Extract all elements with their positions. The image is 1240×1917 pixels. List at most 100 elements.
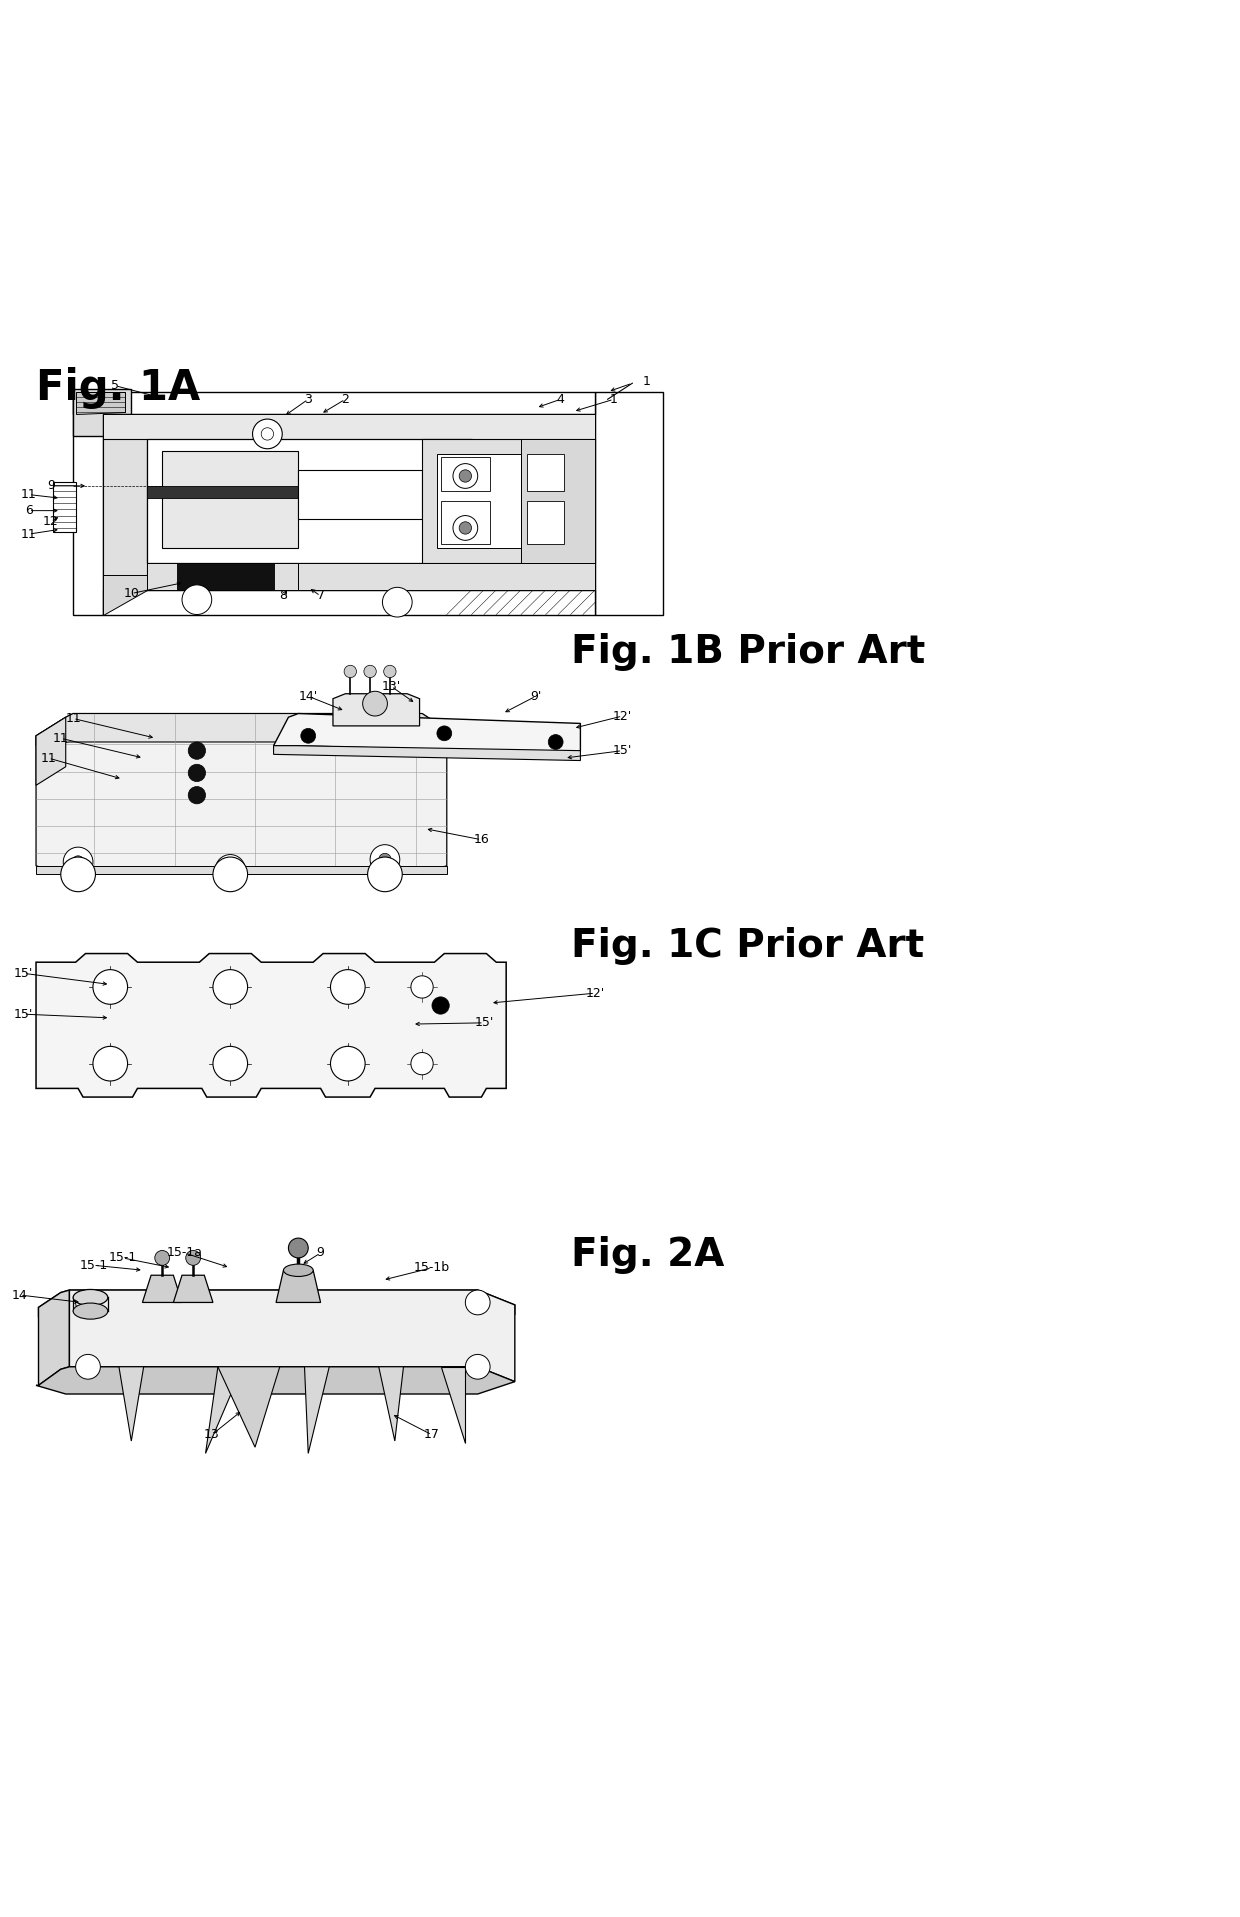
Circle shape — [182, 585, 212, 615]
Text: Fig. 1C Prior Art: Fig. 1C Prior Art — [570, 928, 924, 964]
Circle shape — [289, 1238, 309, 1258]
Circle shape — [216, 855, 246, 884]
Polygon shape — [277, 1271, 321, 1302]
Polygon shape — [206, 1367, 243, 1453]
Text: 15': 15' — [613, 744, 632, 757]
Text: 12': 12' — [613, 709, 632, 723]
Polygon shape — [521, 439, 595, 562]
Text: 15-1: 15-1 — [81, 1259, 108, 1271]
Circle shape — [362, 692, 387, 717]
Circle shape — [453, 464, 477, 489]
Polygon shape — [119, 1367, 144, 1442]
Polygon shape — [36, 866, 446, 874]
Polygon shape — [177, 562, 274, 590]
Polygon shape — [103, 414, 595, 439]
Polygon shape — [73, 391, 103, 615]
Text: 9: 9 — [316, 1246, 325, 1259]
Circle shape — [331, 1047, 365, 1081]
Polygon shape — [36, 717, 66, 786]
Polygon shape — [148, 485, 347, 498]
Circle shape — [213, 970, 248, 1005]
Polygon shape — [378, 1367, 403, 1442]
Text: 11: 11 — [66, 711, 81, 725]
Polygon shape — [436, 454, 521, 548]
Circle shape — [331, 970, 365, 1005]
Circle shape — [63, 847, 93, 876]
Circle shape — [548, 734, 563, 750]
Polygon shape — [103, 414, 595, 590]
Polygon shape — [148, 562, 299, 590]
Polygon shape — [36, 713, 446, 746]
Circle shape — [301, 728, 316, 744]
Text: 12: 12 — [43, 516, 58, 529]
Text: 17: 17 — [424, 1428, 440, 1442]
Text: 2: 2 — [341, 393, 350, 406]
Text: 6: 6 — [25, 504, 32, 518]
Polygon shape — [422, 439, 595, 562]
Circle shape — [76, 1355, 100, 1378]
Circle shape — [72, 855, 84, 868]
Polygon shape — [274, 713, 580, 753]
Polygon shape — [38, 1290, 515, 1317]
Polygon shape — [103, 575, 148, 615]
Polygon shape — [174, 1275, 213, 1302]
Text: Fig. 2A: Fig. 2A — [570, 1236, 724, 1275]
Polygon shape — [69, 1290, 515, 1382]
Circle shape — [188, 765, 206, 782]
Text: 1: 1 — [642, 376, 650, 389]
Ellipse shape — [73, 1304, 108, 1319]
Polygon shape — [440, 1367, 465, 1444]
Text: 11: 11 — [41, 751, 56, 765]
Polygon shape — [274, 746, 580, 761]
Polygon shape — [218, 1367, 280, 1447]
Polygon shape — [103, 439, 148, 590]
Text: 11: 11 — [53, 732, 68, 746]
Circle shape — [213, 1047, 248, 1081]
Polygon shape — [305, 1367, 330, 1453]
Polygon shape — [162, 450, 299, 548]
Polygon shape — [103, 590, 595, 615]
Text: 3: 3 — [304, 393, 312, 406]
Circle shape — [410, 976, 433, 999]
Circle shape — [382, 587, 412, 617]
Circle shape — [61, 857, 95, 891]
Circle shape — [188, 786, 206, 803]
Polygon shape — [299, 470, 422, 520]
Circle shape — [262, 427, 274, 441]
Text: 9: 9 — [47, 479, 55, 493]
Circle shape — [410, 1052, 433, 1075]
Circle shape — [459, 521, 471, 535]
Polygon shape — [38, 1290, 69, 1386]
Text: 15-1a: 15-1a — [166, 1246, 202, 1259]
Text: 4: 4 — [557, 393, 564, 406]
Polygon shape — [53, 483, 76, 531]
Polygon shape — [440, 458, 490, 491]
Polygon shape — [527, 454, 564, 491]
Circle shape — [432, 997, 449, 1014]
Polygon shape — [36, 1367, 515, 1394]
Text: 11: 11 — [21, 527, 36, 541]
Text: 15': 15' — [14, 1008, 33, 1020]
Text: 11: 11 — [21, 489, 36, 500]
Text: 10: 10 — [123, 587, 139, 600]
Circle shape — [213, 857, 248, 891]
Circle shape — [76, 1290, 100, 1315]
Polygon shape — [76, 391, 125, 414]
Circle shape — [459, 470, 471, 483]
Circle shape — [93, 1047, 128, 1081]
Circle shape — [453, 516, 477, 541]
Circle shape — [465, 1355, 490, 1378]
Text: 15': 15' — [14, 966, 33, 980]
Text: 8: 8 — [279, 590, 288, 602]
Polygon shape — [148, 439, 471, 562]
Polygon shape — [36, 953, 506, 1097]
Text: 12': 12' — [585, 987, 605, 999]
Text: 15-1: 15-1 — [109, 1252, 136, 1265]
Circle shape — [370, 845, 399, 874]
Ellipse shape — [73, 1290, 108, 1305]
Text: Fig. 1A: Fig. 1A — [36, 368, 201, 408]
Circle shape — [363, 665, 376, 677]
Ellipse shape — [284, 1263, 314, 1277]
Text: 16: 16 — [474, 834, 490, 845]
Polygon shape — [143, 1275, 182, 1302]
